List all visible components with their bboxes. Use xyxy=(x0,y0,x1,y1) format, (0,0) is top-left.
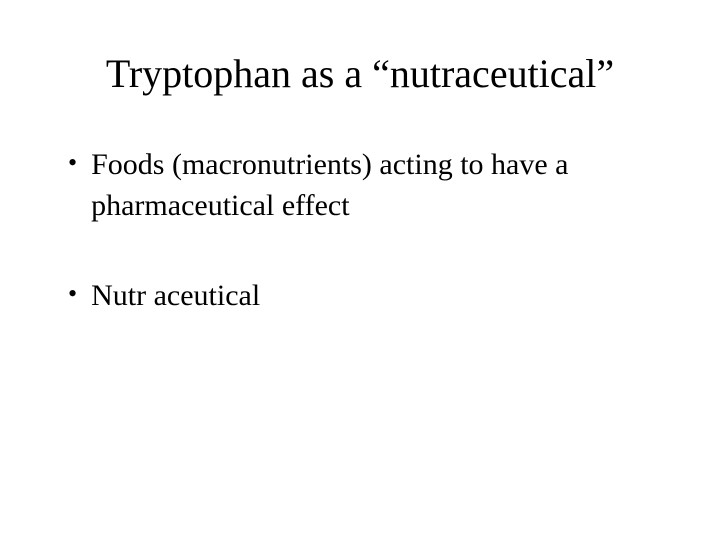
bullet-marker-icon: • xyxy=(68,145,77,180)
bullet-item: • Nutr aceutical xyxy=(68,276,670,317)
bullet-text: Nutr aceutical xyxy=(91,276,260,317)
bullet-marker-icon: • xyxy=(68,276,77,311)
slide-content: • Foods (macronutrients) acting to have … xyxy=(50,145,670,317)
bullet-text: Foods (macronutrients) acting to have a … xyxy=(91,145,670,226)
bullet-item: • Foods (macronutrients) acting to have … xyxy=(68,145,670,226)
slide-container: Tryptophan as a “nutraceutical” • Foods … xyxy=(0,0,720,540)
slide-title: Tryptophan as a “nutraceutical” xyxy=(50,50,670,97)
